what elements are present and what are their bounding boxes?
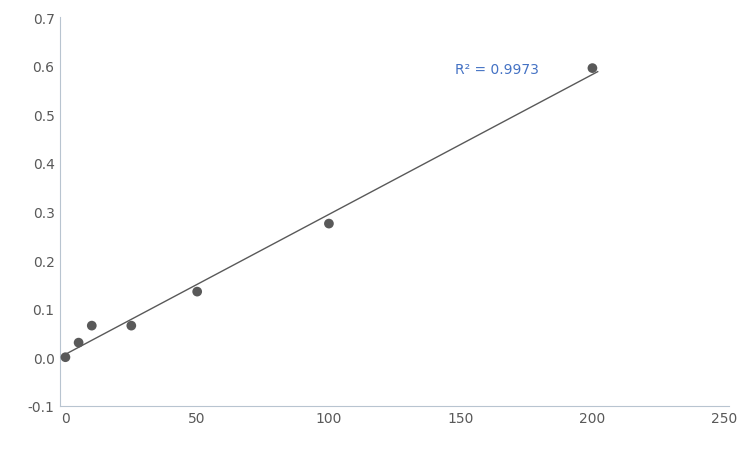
Point [86, 322, 98, 330]
Point [191, 288, 203, 295]
Point [73, 339, 85, 346]
Text: R² = 0.9973: R² = 0.9973 [456, 63, 539, 77]
Point [587, 65, 599, 73]
Point [59, 354, 71, 361]
Point [323, 221, 335, 228]
Point [126, 322, 138, 330]
